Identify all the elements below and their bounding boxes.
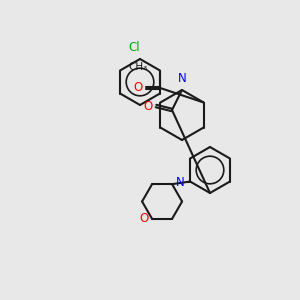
- Text: O: O: [133, 81, 142, 94]
- Text: N: N: [178, 72, 186, 85]
- Text: O: O: [143, 100, 153, 112]
- Text: N: N: [176, 176, 185, 189]
- Text: CH₃: CH₃: [128, 62, 147, 73]
- Text: O: O: [140, 212, 149, 225]
- Text: Cl: Cl: [128, 41, 140, 54]
